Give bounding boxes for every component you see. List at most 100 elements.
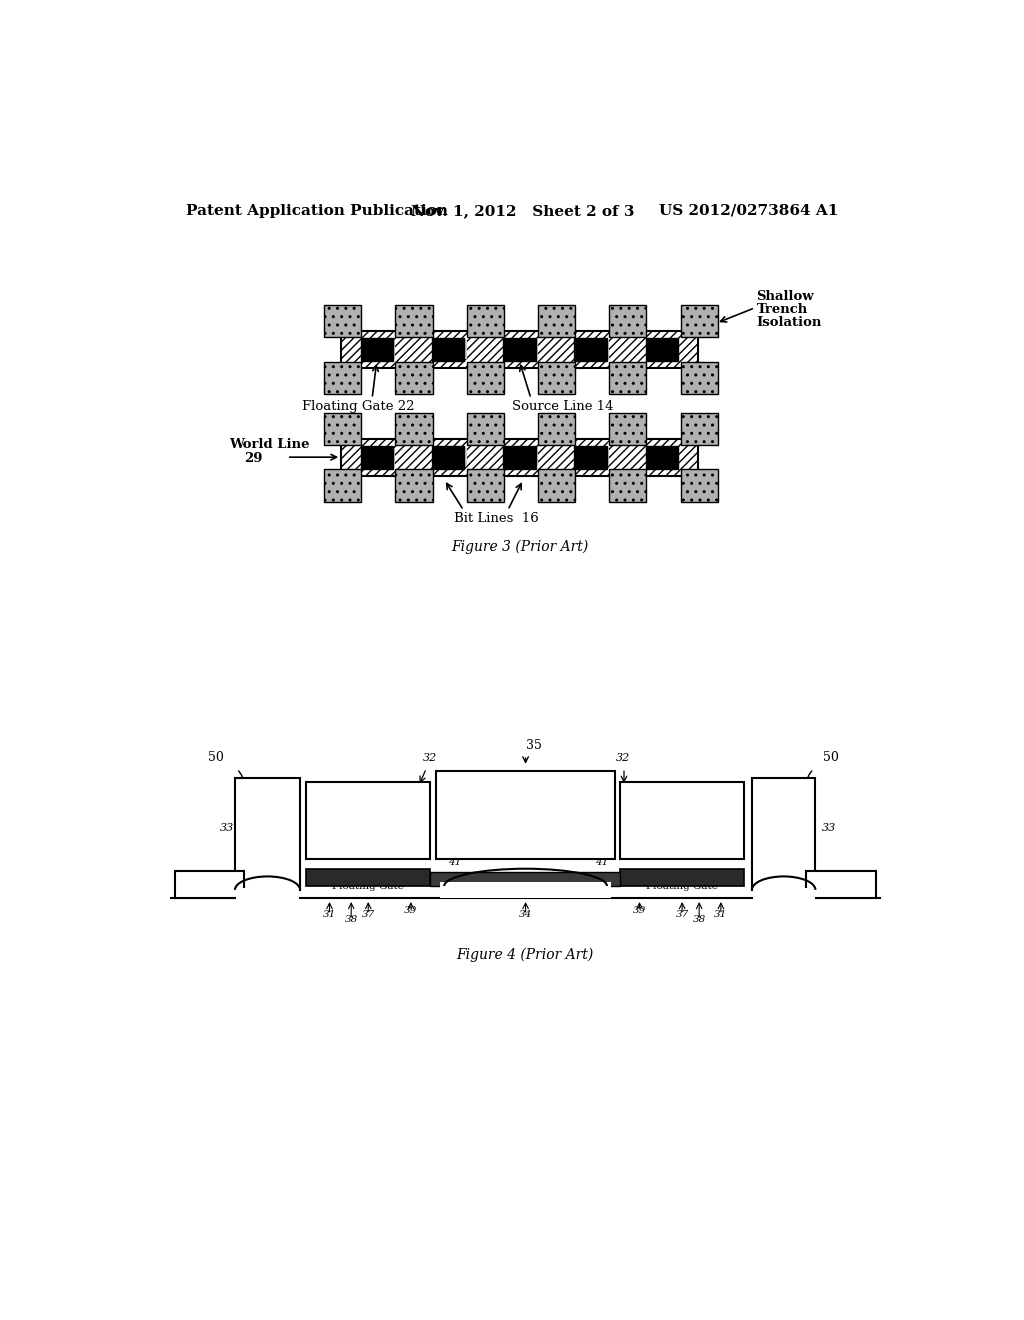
Text: Isolation: Isolation <box>757 317 822 329</box>
Text: Trench: Trench <box>757 304 808 317</box>
Text: Patent Application Publication: Patent Application Publication <box>186 203 449 218</box>
Text: Select: Select <box>766 810 801 820</box>
Bar <box>236 888 299 906</box>
Bar <box>646 446 678 469</box>
Bar <box>753 888 815 906</box>
Text: Floating Gate: Floating Gate <box>333 882 404 891</box>
Text: Drain: Drain <box>824 882 857 891</box>
Bar <box>752 779 815 890</box>
Bar <box>436 771 614 859</box>
Text: Select: Select <box>250 810 285 820</box>
Text: 31: 31 <box>715 909 727 919</box>
Bar <box>440 882 611 898</box>
Bar <box>393 447 395 466</box>
Text: 50: 50 <box>823 751 839 764</box>
Text: 32: 32 <box>423 752 437 763</box>
Text: 31: 31 <box>323 909 336 919</box>
Bar <box>607 447 609 466</box>
Bar <box>538 412 575 445</box>
Bar <box>681 470 718 502</box>
Text: 29: 29 <box>245 451 263 465</box>
Bar <box>607 341 609 359</box>
Bar <box>306 781 430 859</box>
Text: Floating Gate: Floating Gate <box>646 882 718 891</box>
Bar <box>464 341 467 359</box>
Bar <box>430 873 621 886</box>
Text: Bit Lines  16: Bit Lines 16 <box>454 512 539 525</box>
Text: World Line: World Line <box>228 438 309 451</box>
Text: 38: 38 <box>344 915 357 924</box>
Bar <box>621 869 744 886</box>
Bar <box>360 338 393 360</box>
Text: Drain: Drain <box>194 882 225 891</box>
Text: 41: 41 <box>449 858 462 867</box>
Bar <box>360 446 393 469</box>
Bar <box>395 412 432 445</box>
Bar <box>609 412 646 445</box>
Text: Source Diffusion: Source Diffusion <box>481 887 569 896</box>
Text: Floating Gate 22: Floating Gate 22 <box>302 400 415 413</box>
Bar <box>621 781 744 859</box>
Bar <box>467 412 504 445</box>
Bar <box>467 470 504 502</box>
Bar <box>536 447 538 466</box>
Text: 37: 37 <box>361 909 375 919</box>
Bar <box>538 305 575 337</box>
Text: 33: 33 <box>219 822 233 833</box>
Bar <box>609 362 646 395</box>
Text: Gate: Gate <box>770 822 797 832</box>
Bar <box>393 341 395 359</box>
Bar <box>503 338 536 360</box>
Text: 41: 41 <box>595 858 608 867</box>
Bar <box>536 341 538 359</box>
Text: Control: Control <box>660 796 703 805</box>
Bar <box>538 362 575 395</box>
Bar <box>467 305 504 337</box>
Bar <box>681 362 718 395</box>
Text: US 2012/0273864 A1: US 2012/0273864 A1 <box>658 203 839 218</box>
Text: Gate: Gate <box>512 805 539 816</box>
Bar <box>609 305 646 337</box>
Bar <box>395 470 432 502</box>
Bar <box>681 412 718 445</box>
Text: Figure 4 (Prior Art): Figure 4 (Prior Art) <box>456 948 594 962</box>
Text: 32: 32 <box>616 752 631 763</box>
Bar <box>234 779 300 890</box>
Text: Gate: Gate <box>254 822 281 832</box>
Bar <box>609 470 646 502</box>
Bar <box>341 438 697 475</box>
Bar <box>174 871 245 898</box>
Bar <box>467 362 504 395</box>
Text: 38: 38 <box>692 915 706 924</box>
Bar <box>324 412 361 445</box>
Bar <box>574 338 607 360</box>
Text: Figure 3 (Prior Art): Figure 3 (Prior Art) <box>451 540 588 554</box>
Text: Source Line 14: Source Line 14 <box>512 400 613 413</box>
Bar <box>681 305 718 337</box>
Text: Nov. 1, 2012   Sheet 2 of 3: Nov. 1, 2012 Sheet 2 of 3 <box>411 203 635 218</box>
Text: 50: 50 <box>208 751 223 764</box>
Text: l Gate: l Gate <box>351 807 385 817</box>
Bar <box>646 338 678 360</box>
Bar <box>432 338 464 360</box>
Text: Contro: Contro <box>349 796 388 805</box>
Bar <box>306 869 430 886</box>
Text: Shared: Shared <box>506 784 546 795</box>
Bar <box>324 305 361 337</box>
Text: Erase: Erase <box>509 795 542 805</box>
Text: Shallow: Shallow <box>757 290 814 304</box>
Bar <box>395 305 432 337</box>
Text: 36: 36 <box>218 875 232 886</box>
Bar <box>503 446 536 469</box>
Bar <box>324 362 361 395</box>
Bar <box>538 470 575 502</box>
Bar <box>341 331 697 368</box>
Bar <box>574 446 607 469</box>
Bar <box>464 447 467 466</box>
Text: Gate: Gate <box>669 807 695 817</box>
Text: 39: 39 <box>404 906 418 915</box>
Text: 39: 39 <box>633 906 646 915</box>
Text: 36: 36 <box>821 875 836 886</box>
Text: 37: 37 <box>676 909 689 919</box>
Text: 34: 34 <box>519 909 532 919</box>
